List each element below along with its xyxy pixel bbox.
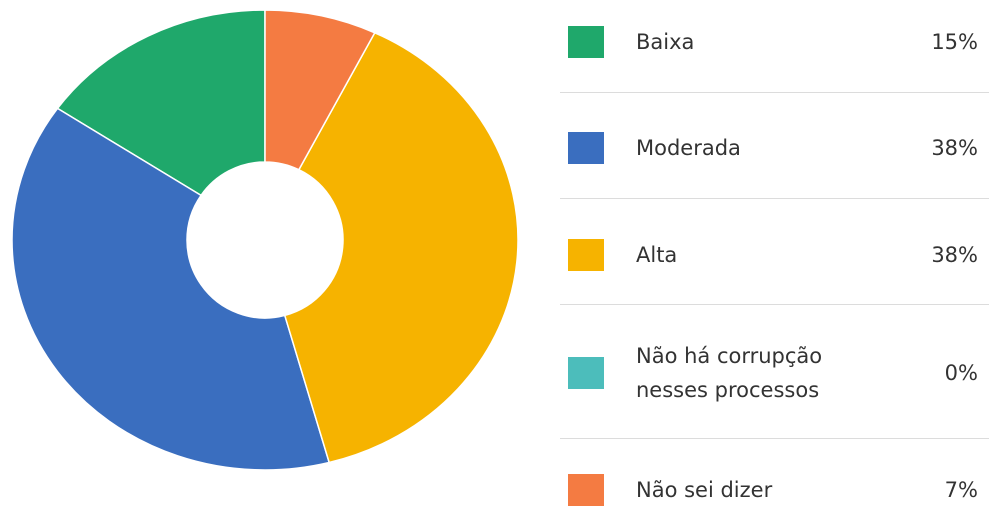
donut-slice <box>11 107 331 471</box>
legend-swatch <box>568 357 604 389</box>
legend-item: Não sei dizer 7% <box>568 473 978 507</box>
legend-swatch <box>568 239 604 271</box>
legend-swatch <box>568 132 604 164</box>
legend-value: 7% <box>944 478 978 502</box>
separator <box>560 304 989 305</box>
legend-value: 38% <box>931 136 978 160</box>
legend-label: Baixa <box>636 30 695 54</box>
legend-item: Não há corrupção nesses processos 0% <box>568 339 978 407</box>
separator <box>560 198 989 199</box>
legend-label: Alta <box>636 243 678 267</box>
legend-item: Alta 38% <box>568 238 978 272</box>
legend-label: Não há corrupção nesses processos <box>636 344 823 402</box>
donut-slice <box>283 31 519 464</box>
donut-slice <box>56 9 266 197</box>
separator <box>560 438 989 439</box>
separator <box>560 92 989 93</box>
legend-swatch <box>568 474 604 506</box>
donut-slice <box>264 9 376 171</box>
legend-label: Moderada <box>636 136 741 160</box>
legend-value: 15% <box>931 30 978 54</box>
legend-item: Moderada 38% <box>568 131 978 165</box>
legend-value: 0% <box>944 361 978 385</box>
legend-label: Não sei dizer <box>636 478 773 502</box>
legend-swatch <box>568 26 604 58</box>
donut-chart <box>11 9 519 471</box>
legend-item: Baixa 15% <box>568 25 978 59</box>
legend-value: 38% <box>931 243 978 267</box>
